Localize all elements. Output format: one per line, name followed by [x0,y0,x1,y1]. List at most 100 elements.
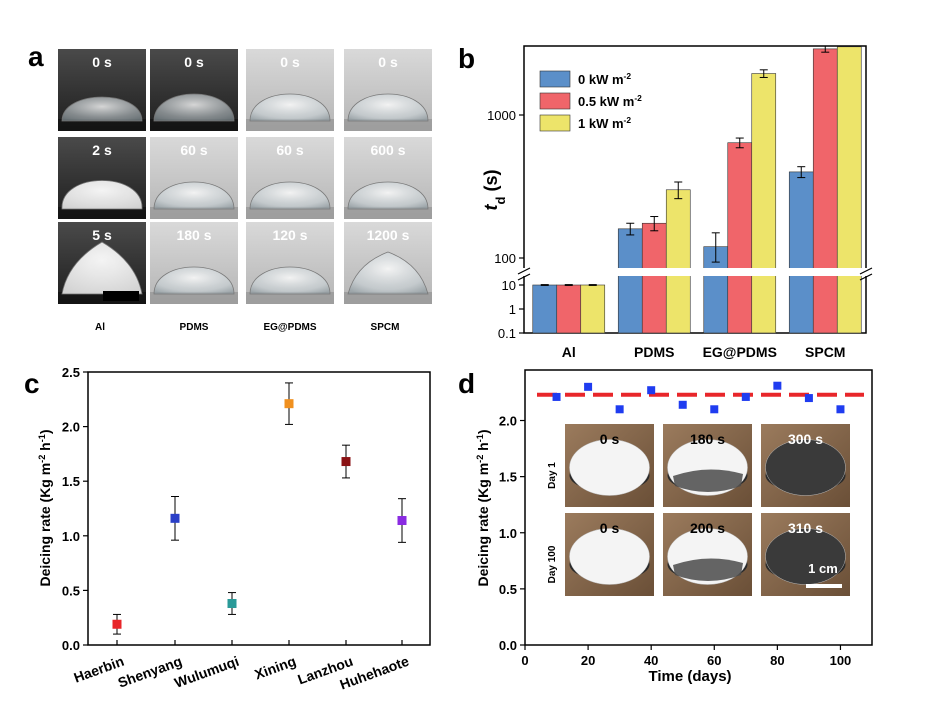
panel-label-d: d [458,368,475,399]
droplet-image: 600 s [344,137,432,219]
x-tick-label: Wulumuqi [172,653,241,691]
column-label: Al [95,322,105,333]
y-axis-label-part: Deicing rate (Kg m [37,463,53,587]
data-point-Shenyang [170,513,180,523]
droplet-shape [61,180,143,210]
droplet-image: 5 s [58,222,146,304]
data-point [773,381,782,390]
y-axis-label-part: -1 [475,434,485,442]
bar-SPCM-2 [836,46,862,334]
droplet-shape [249,266,331,295]
x-tick-label: 80 [770,653,784,668]
data-point-Xining [284,399,294,409]
plot-frame [523,45,867,334]
legend-label-part: -2 [624,71,632,81]
y-axis-label: td (s) [481,170,508,211]
y-axis-label-part: h [37,442,53,454]
legend-label-part: 1 kW m [578,116,624,131]
inset-photo: 0 s [565,424,654,507]
y-tick-label: 0.0 [499,638,517,653]
panel-c-scatter-chart: 0.00.51.01.52.02.5HaerbinShenyangWulumuq… [37,365,431,693]
inset-photo: 200 s [663,513,752,596]
time-label: 1200 s [367,227,410,243]
droplet-image: 180 s [150,222,238,304]
droplet-shape [61,241,143,295]
y-axis-label-part: -1 [37,434,47,442]
inset-time-label: 200 s [690,520,725,536]
time-label: 0 s [92,54,112,70]
droplet-shape [153,266,235,295]
plot-border [523,45,867,334]
droplet-shape [347,181,429,210]
disk-top [569,439,650,496]
error-bar [711,232,720,263]
legend-label-part: 0.5 kW m [578,94,634,109]
bar-PDMS-1 [641,222,667,334]
error-bar [650,216,659,232]
plot-border [87,371,431,646]
droplet-image: 2 s [58,137,146,219]
inset-row-label: Day 1 [547,462,558,489]
inset-time-label: 300 s [788,431,823,447]
y-axis-label-part: (s) [481,170,501,197]
inset-time-label: 0 s [600,431,620,447]
panel-b-bar-chart: Al PDMS EG@PDMS SPCM 0.1 1 10 100 1000 td (s) 0 kW… [481,45,874,360]
droplet-image: 0 s [150,49,238,131]
x-tick-label: SPCM [805,344,845,360]
legend-label-part: -2 [634,93,642,103]
droplet-image: 1200 s [344,222,432,304]
data-point [836,405,845,414]
time-label: 5 s [92,227,112,243]
y-tick-label: 1 [509,302,516,317]
time-label: 0 s [378,54,398,70]
bar-PDMS-0 [617,228,643,334]
substrate [246,207,334,219]
axis-break-band [516,268,874,276]
bar-EG@PDMS-1 [727,142,753,334]
data-point [804,394,813,403]
time-label: 2 s [92,142,112,158]
bar-Al-1 [556,284,582,334]
legend-label-part: 0 kW m [578,72,624,87]
x-tick-label: Al [562,344,576,360]
y-axis-label-part: -2 [37,455,47,463]
y-axis-label-part: ) [475,429,491,434]
substrate [58,119,146,131]
y-tick-label: 100 [494,251,516,266]
x-tick-label: EG@PDMS [703,344,777,360]
y-tick-label: 0.0 [62,638,80,653]
y-tick-label: 2.0 [499,414,517,429]
axis-break-mark [859,273,873,281]
legend-swatch [539,114,571,132]
error-bar [674,181,683,200]
legend-label-part: -2 [624,115,632,125]
inset-photo: 300 s [761,424,850,507]
y-axis-label-part: h [475,442,491,454]
data-point [647,386,656,395]
time-label: 0 s [184,54,204,70]
x-tick-label: 100 [830,653,852,668]
substrate [246,119,334,131]
y-axis-label-part: ) [37,429,53,434]
legend-swatch [539,92,571,110]
substrate [246,292,334,304]
y-axis-label-part: d [493,196,508,204]
scale-bar [806,584,842,588]
y-axis-label: Deicing rate (Kg m-2 h-1) [475,429,491,586]
substrate [58,207,146,219]
bar-EG@PDMS-2 [751,73,777,334]
error-bar [626,222,635,236]
x-tick-label: 0 [521,653,528,668]
bar-SPCM-0 [788,171,814,334]
error-bar [821,45,830,53]
panel-a-droplet-images: 0 s 0 s 0 s 0 s 2 s 60 s 60 s 600 s 5 s 180 s 120 … [58,49,432,333]
data-point-Lanzhou [341,457,351,467]
y-tick-label: 2.0 [62,420,80,435]
column-label: PDMS [180,322,209,333]
substrate [150,292,238,304]
bar-SPCM-1 [812,48,838,334]
y-axis-label-part: -2 [475,455,485,463]
inset-time-label: 180 s [690,431,725,447]
droplet-shape [61,96,143,122]
legend: 0 kW m-20.5 kW m-21 kW m-2 [539,70,642,132]
